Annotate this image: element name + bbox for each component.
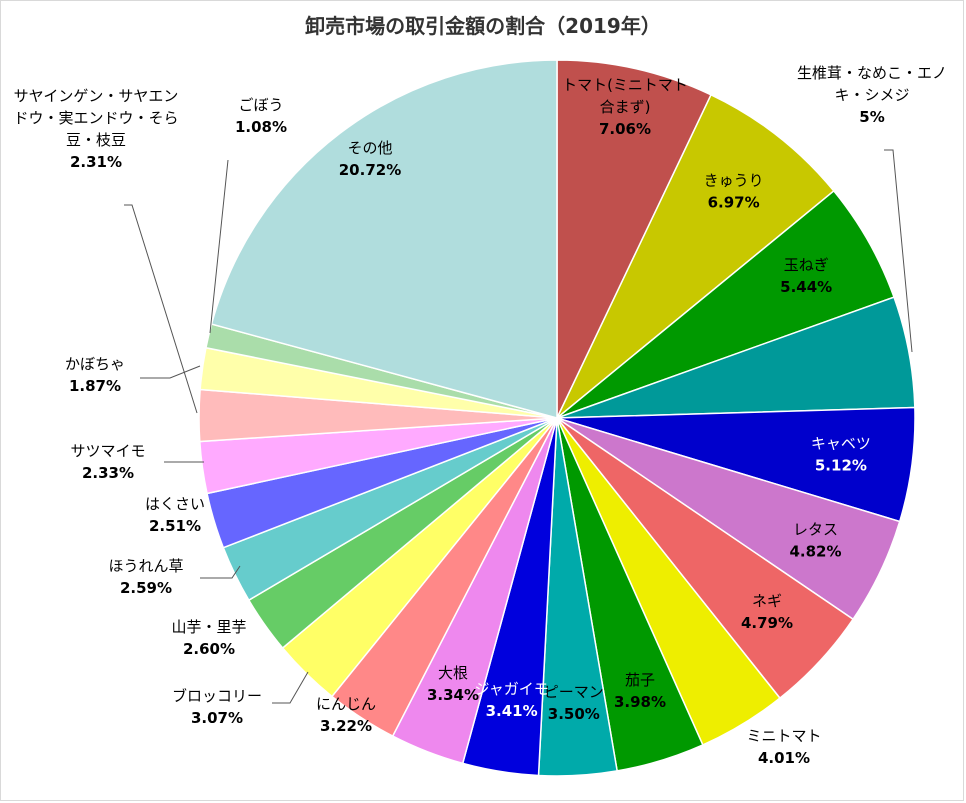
slice-value-3: 5% xyxy=(859,108,884,126)
slice-value-11: 3.34% xyxy=(427,686,479,704)
slice-label-8: 茄子 xyxy=(625,671,655,689)
slice-label-2: 玉ねぎ xyxy=(784,256,829,274)
slice-label-6: ネギ xyxy=(752,592,782,610)
slice-value-5: 4.82% xyxy=(789,542,841,560)
leader-line-13 xyxy=(272,671,309,704)
pie-slice-21 xyxy=(210,59,558,419)
slice-label-20: ごぼう xyxy=(238,96,283,114)
slices-layer xyxy=(198,59,916,777)
slice-label-0-line-1: 合まず) xyxy=(600,98,651,116)
slice-label-18-line-1: ドウ・実エンドウ・そら xyxy=(13,109,178,127)
slice-value-14: 2.60% xyxy=(183,640,235,658)
slice-value-6: 4.79% xyxy=(741,614,793,632)
slice-label-1: きゅうり xyxy=(704,172,764,190)
slice-label-4: キャベツ xyxy=(811,435,871,453)
slice-label-10: ジャガイモ xyxy=(474,680,548,698)
slice-value-8: 3.98% xyxy=(614,693,666,711)
slice-value-17: 2.33% xyxy=(82,464,134,482)
slice-label-15: ほうれん草 xyxy=(108,557,183,575)
slice-label-14: 山芋・里芋 xyxy=(171,618,246,636)
slice-label-3-line-0: 生椎茸・なめこ・エノ xyxy=(797,64,947,82)
slice-value-2: 5.44% xyxy=(780,278,832,296)
leader-line-18 xyxy=(124,204,198,414)
slice-value-13: 3.07% xyxy=(191,709,243,727)
leader-line-20 xyxy=(209,159,229,334)
slice-label-17: サツマイモ xyxy=(70,442,145,460)
leader-line-15 xyxy=(200,565,241,579)
slice-value-16: 2.51% xyxy=(149,517,201,535)
slice-label-13: ブロッコリー xyxy=(172,687,262,705)
slice-label-12: にんじん xyxy=(316,695,376,713)
slice-label-19: かぼちゃ xyxy=(65,355,125,373)
slice-value-0: 7.06% xyxy=(599,120,651,138)
slice-label-11: 大根 xyxy=(438,664,468,682)
slice-label-16: はくさい xyxy=(145,495,205,513)
slice-value-15: 2.59% xyxy=(120,579,172,597)
slice-label-0-line-0: トマト(ミニトマト xyxy=(562,76,688,94)
slice-value-7: 4.01% xyxy=(758,749,810,767)
slice-value-12: 3.22% xyxy=(320,717,372,735)
slice-label-18-line-0: サヤインゲン・サヤエン xyxy=(14,87,179,105)
leaders-layer xyxy=(124,149,913,704)
slice-value-19: 1.87% xyxy=(69,377,121,395)
slice-value-9: 3.50% xyxy=(548,705,600,723)
slice-value-10: 3.41% xyxy=(486,702,538,720)
slice-value-20: 1.08% xyxy=(235,118,287,136)
chart-title: 卸売市場の取引金額の割合（2019年） xyxy=(305,14,661,38)
slice-value-18: 2.31% xyxy=(70,153,122,171)
leader-line-19 xyxy=(140,365,201,379)
slice-label-5: レタス xyxy=(793,520,838,538)
pie-slice-0 xyxy=(556,59,713,419)
slice-value-1: 6.97% xyxy=(708,194,760,212)
slice-value-21: 20.72% xyxy=(339,161,401,179)
leader-line-3 xyxy=(884,149,913,353)
pie-slice-1 xyxy=(556,93,835,419)
slice-label-7: ミニトマト xyxy=(746,727,821,745)
slice-label-18-line-2: 豆・枝豆 xyxy=(66,131,126,149)
slice-value-4: 5.12% xyxy=(815,457,867,475)
slice-label-21: その他 xyxy=(347,139,392,157)
slice-label-3-line-1: キ・シメジ xyxy=(834,86,909,104)
slice-label-9: ピーマン xyxy=(544,683,604,701)
